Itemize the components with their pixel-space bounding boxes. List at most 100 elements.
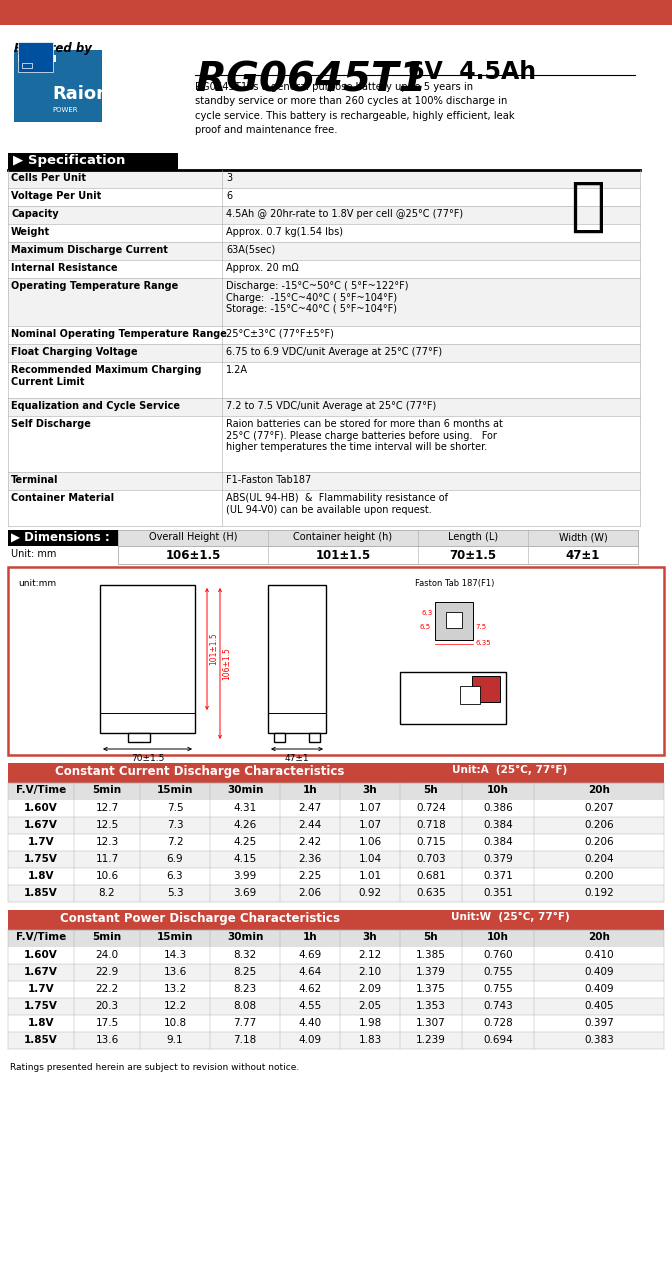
Bar [8, 947, 664, 964]
Bar [8, 910, 664, 931]
Bar [8, 416, 640, 472]
Text: 14.3: 14.3 [163, 950, 187, 960]
Bar [128, 733, 150, 742]
Text: Discharge: -15°C~50°C ( 5°F~122°F)
Charge:  -15°C~40°C ( 5°F~104°F)
Storage: -15: Discharge: -15°C~50°C ( 5°F~122°F) Charg… [226, 282, 409, 314]
Text: 10h: 10h [487, 785, 509, 795]
Bar [8, 884, 664, 902]
Bar [8, 490, 640, 526]
Bar [0, 26, 672, 148]
Text: 1.06: 1.06 [358, 837, 382, 847]
Text: 2.09: 2.09 [358, 984, 382, 995]
Text: 10.8: 10.8 [163, 1018, 187, 1028]
Text: 7.5: 7.5 [475, 623, 486, 630]
Text: Capacity: Capacity [11, 209, 58, 219]
Text: Ratings presented herein are subject to revision without notice.: Ratings presented herein are subject to … [10, 1062, 299, 1073]
Text: RG0645T1: RG0645T1 [195, 60, 427, 100]
Text: 3.99: 3.99 [233, 870, 257, 881]
Text: 0.728: 0.728 [483, 1018, 513, 1028]
Text: 4.40: 4.40 [298, 1018, 322, 1028]
Text: 0.760: 0.760 [483, 950, 513, 960]
Bar [48, 55, 51, 61]
Text: 1.67V: 1.67V [24, 820, 58, 829]
Text: 0.379: 0.379 [483, 854, 513, 864]
Text: 4.69: 4.69 [298, 950, 322, 960]
Text: 3h: 3h [363, 785, 377, 795]
Text: 1.04: 1.04 [358, 854, 382, 864]
Text: 8.32: 8.32 [233, 950, 257, 960]
Text: 0.410: 0.410 [584, 950, 614, 960]
Text: 1.01: 1.01 [358, 870, 382, 881]
Text: 1.7V: 1.7V [28, 837, 54, 847]
Bar [8, 868, 664, 884]
Text: 1.379: 1.379 [416, 966, 446, 977]
Text: 1.98: 1.98 [358, 1018, 382, 1028]
Bar [8, 800, 664, 817]
Text: 24.0: 24.0 [95, 950, 118, 960]
Bar [309, 733, 320, 742]
Text: 0.718: 0.718 [416, 820, 446, 829]
Text: 0.681: 0.681 [416, 870, 446, 881]
Text: 4.26: 4.26 [233, 820, 257, 829]
Text: 2.47: 2.47 [298, 803, 322, 813]
Text: 22.2: 22.2 [95, 984, 119, 995]
Bar [8, 242, 640, 260]
Text: 5.3: 5.3 [167, 888, 183, 899]
Text: 0.351: 0.351 [483, 888, 513, 899]
Bar [8, 362, 640, 398]
Text: 0.715: 0.715 [416, 837, 446, 847]
Text: 25°C±3°C (77°F±5°F): 25°C±3°C (77°F±5°F) [226, 329, 334, 339]
Text: Terminal: Terminal [11, 475, 58, 485]
Text: 13.2: 13.2 [163, 984, 187, 995]
Text: 0.724: 0.724 [416, 803, 446, 813]
Bar [22, 63, 32, 68]
Text: Overall Height (H): Overall Height (H) [149, 532, 237, 541]
Bar [400, 672, 506, 724]
Text: Float Charging Voltage: Float Charging Voltage [11, 347, 138, 357]
Text: Self Discharge: Self Discharge [11, 419, 91, 429]
Text: 30min: 30min [227, 932, 263, 942]
Bar [8, 344, 640, 362]
Text: 0.200: 0.200 [584, 870, 614, 881]
Text: 20.3: 20.3 [95, 1001, 118, 1011]
Bar [460, 686, 480, 704]
Text: Powered by: Powered by [14, 42, 92, 55]
Bar [8, 260, 640, 278]
Text: Equalization and Cycle Service: Equalization and Cycle Service [11, 401, 180, 411]
Bar [8, 530, 118, 547]
Bar [435, 602, 473, 640]
Text: F.V/Time: F.V/Time [16, 785, 66, 795]
Text: F.V/Time: F.V/Time [16, 932, 66, 942]
Text: 4.64: 4.64 [298, 966, 322, 977]
Text: 4.25: 4.25 [233, 837, 257, 847]
Text: 106±1.5: 106±1.5 [165, 549, 220, 562]
Bar [38, 55, 41, 61]
Text: 6.3: 6.3 [422, 611, 433, 616]
Text: 47±1: 47±1 [566, 549, 600, 562]
Text: 6.3: 6.3 [167, 870, 183, 881]
Text: ▶ Dimensions :: ▶ Dimensions : [11, 531, 110, 544]
Bar [8, 851, 664, 868]
Bar [18, 42, 53, 72]
Text: unit:mm: unit:mm [18, 579, 56, 588]
Text: 12.7: 12.7 [95, 803, 119, 813]
Text: Container Material: Container Material [11, 493, 114, 503]
Text: 13.6: 13.6 [163, 966, 187, 977]
Text: 1.8V: 1.8V [28, 870, 54, 881]
Text: 101±1.5: 101±1.5 [315, 549, 371, 562]
Bar [100, 585, 195, 733]
Text: 8.23: 8.23 [233, 984, 257, 995]
Text: Cells Per Unit: Cells Per Unit [11, 173, 86, 183]
Bar [8, 206, 640, 224]
Text: 1.75V: 1.75V [24, 854, 58, 864]
Text: 106±1.5: 106±1.5 [222, 648, 231, 680]
Text: Approx. 0.7 kg(1.54 lbs): Approx. 0.7 kg(1.54 lbs) [226, 227, 343, 237]
Text: 7.18: 7.18 [233, 1036, 257, 1044]
Text: 0.386: 0.386 [483, 803, 513, 813]
Bar [472, 676, 500, 701]
Text: 4.09: 4.09 [298, 1036, 322, 1044]
Text: 0.92: 0.92 [358, 888, 382, 899]
Text: 1.375: 1.375 [416, 984, 446, 995]
Text: 0.384: 0.384 [483, 837, 513, 847]
Text: Container height (h): Container height (h) [294, 532, 392, 541]
Text: 1.07: 1.07 [358, 803, 382, 813]
